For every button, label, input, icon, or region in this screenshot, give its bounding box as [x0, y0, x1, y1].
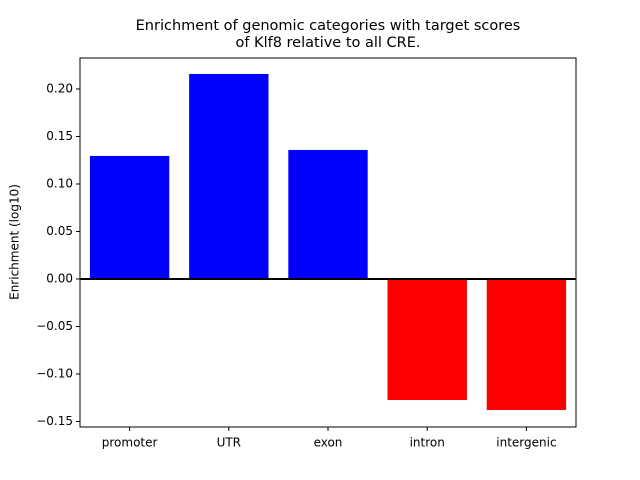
chart-title: Enrichment of genomic categories with ta…	[136, 18, 521, 34]
bar	[387, 278, 467, 401]
plot-frame	[79, 57, 577, 428]
bar	[288, 149, 368, 279]
y-tick-label: 0.05	[46, 224, 73, 238]
y-tick-label: −0.05	[36, 319, 73, 333]
x-tick-label: promoter	[102, 436, 158, 450]
chart-title: of Klf8 relative to all CRE.	[235, 35, 420, 51]
y-axis-label: Enrichment (log10)	[8, 184, 22, 300]
x-tick-label: exon	[314, 436, 343, 450]
y-tick-label: −0.15	[36, 414, 73, 428]
y-tick-label: 0.20	[46, 81, 73, 95]
x-tick-label: UTR	[217, 436, 241, 450]
y-tick-label: −0.10	[36, 366, 73, 380]
y-tick-label: 0.00	[46, 271, 73, 285]
bar	[189, 73, 269, 279]
x-tick-label: intron	[410, 436, 445, 450]
x-tick-label: intergenic	[496, 436, 556, 450]
y-tick-label: 0.15	[46, 129, 73, 143]
bar	[486, 278, 567, 410]
y-tick-label: 0.10	[46, 176, 73, 190]
bar	[89, 155, 170, 279]
